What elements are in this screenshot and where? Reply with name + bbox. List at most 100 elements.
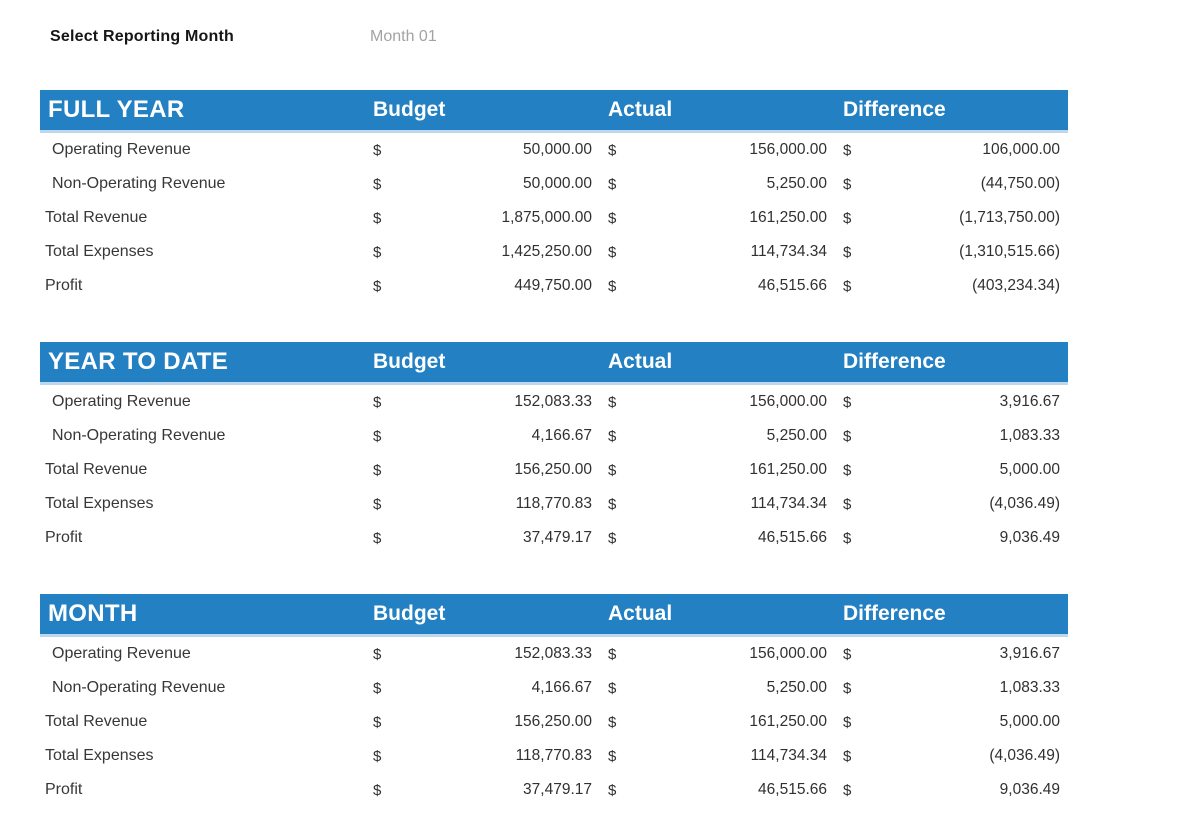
dollar-sign: $ — [843, 495, 852, 513]
budget-cell[interactable]: $ 1,875,000.00 — [373, 209, 608, 227]
actual-cell[interactable]: $ 114,734.34 — [608, 495, 843, 513]
dollar-sign: $ — [608, 427, 617, 445]
dollar-sign: $ — [843, 529, 852, 547]
actual-cell[interactable]: $ 156,000.00 — [608, 393, 843, 411]
budget-amount: 152,083.33 — [514, 393, 592, 410]
actual-amount: 5,250.00 — [766, 679, 827, 696]
dollar-sign: $ — [373, 747, 382, 765]
dollar-sign: $ — [843, 781, 852, 799]
budget-cell[interactable]: $ 50,000.00 — [373, 175, 608, 193]
budget-cell[interactable]: $ 156,250.00 — [373, 461, 608, 479]
actual-cell[interactable]: $ 156,000.00 — [608, 141, 843, 159]
difference-cell[interactable]: $ (1,713,750.00) — [843, 209, 1068, 227]
dollar-sign: $ — [608, 713, 617, 731]
actual-cell[interactable]: $ 5,250.00 — [608, 679, 843, 697]
actual-cell[interactable]: $ 114,734.34 — [608, 747, 843, 765]
difference-cell[interactable]: $ 3,916.67 — [843, 393, 1068, 411]
table-month: MONTH Budget Actual Difference Operating… — [40, 594, 1068, 807]
budget-amount: 156,250.00 — [514, 461, 592, 478]
budget-cell[interactable]: $ 4,166.67 — [373, 679, 608, 697]
actual-cell[interactable]: $ 46,515.66 — [608, 781, 843, 799]
table-row: Total Expenses $ 1,425,250.00 $ 114,734.… — [40, 235, 1068, 269]
budget-amount: 449,750.00 — [514, 277, 592, 294]
difference-cell[interactable]: $ 5,000.00 — [843, 713, 1068, 731]
difference-cell[interactable]: $ (4,036.49) — [843, 747, 1068, 765]
actual-cell[interactable]: $ 5,250.00 — [608, 427, 843, 445]
column-header-budget: Budget — [373, 98, 446, 121]
budget-cell[interactable]: $ 152,083.33 — [373, 393, 608, 411]
actual-cell[interactable]: $ 161,250.00 — [608, 713, 843, 731]
difference-cell[interactable]: $ (1,310,515.66) — [843, 243, 1068, 261]
budget-cell[interactable]: $ 152,083.33 — [373, 645, 608, 663]
actual-amount: 114,734.34 — [750, 495, 827, 512]
dollar-sign: $ — [608, 393, 617, 411]
table-row: Non-Operating Revenue $ 4,166.67 $ 5,250… — [40, 671, 1068, 705]
row-label: Total Expenses — [45, 495, 154, 512]
dollar-sign: $ — [608, 277, 617, 295]
budget-cell[interactable]: $ 37,479.17 — [373, 529, 608, 547]
column-header-actual: Actual — [608, 350, 673, 373]
dollar-sign: $ — [373, 209, 382, 227]
row-label: Profit — [45, 529, 83, 546]
table-row: Non-Operating Revenue $ 4,166.67 $ 5,250… — [40, 419, 1068, 453]
actual-cell[interactable]: $ 161,250.00 — [608, 461, 843, 479]
budget-cell[interactable]: $ 118,770.83 — [373, 747, 608, 765]
difference-cell[interactable]: $ (403,234.34) — [843, 277, 1068, 295]
actual-cell[interactable]: $ 156,000.00 — [608, 645, 843, 663]
table-title: YEAR TO DATE — [48, 348, 229, 375]
budget-cell[interactable]: $ 1,425,250.00 — [373, 243, 608, 261]
budget-cell[interactable]: $ 449,750.00 — [373, 277, 608, 295]
actual-cell[interactable]: $ 46,515.66 — [608, 277, 843, 295]
actual-cell[interactable]: $ 46,515.66 — [608, 529, 843, 547]
actual-amount: 161,250.00 — [749, 209, 827, 226]
dollar-sign: $ — [608, 781, 617, 799]
budget-amount: 4,166.67 — [531, 427, 592, 444]
actual-amount: 46,515.66 — [758, 529, 827, 546]
difference-cell[interactable]: $ 9,036.49 — [843, 529, 1068, 547]
table-row: Non-Operating Revenue $ 50,000.00 $ 5,25… — [40, 167, 1068, 201]
difference-cell[interactable]: $ (4,036.49) — [843, 495, 1068, 513]
table-row: Profit $ 37,479.17 $ 46,515.66 $ 9,036.4… — [40, 773, 1068, 807]
dollar-sign: $ — [843, 427, 852, 445]
budget-cell[interactable]: $ 50,000.00 — [373, 141, 608, 159]
difference-cell[interactable]: $ 9,036.49 — [843, 781, 1068, 799]
difference-amount: (4,036.49) — [989, 747, 1060, 764]
dollar-sign: $ — [608, 243, 617, 261]
difference-cell[interactable]: $ (44,750.00) — [843, 175, 1068, 193]
dollar-sign: $ — [843, 277, 852, 295]
budget-cell[interactable]: $ 4,166.67 — [373, 427, 608, 445]
dollar-sign: $ — [373, 713, 382, 731]
table-row: Operating Revenue $ 152,083.33 $ 156,000… — [40, 385, 1068, 419]
actual-cell[interactable]: $ 5,250.00 — [608, 175, 843, 193]
budget-cell[interactable]: $ 37,479.17 — [373, 781, 608, 799]
actual-amount: 46,515.66 — [758, 277, 827, 294]
dollar-sign: $ — [373, 495, 382, 513]
actual-cell[interactable]: $ 114,734.34 — [608, 243, 843, 261]
table-row: Profit $ 449,750.00 $ 46,515.66 $ (403,2… — [40, 269, 1068, 303]
difference-cell[interactable]: $ 1,083.33 — [843, 427, 1068, 445]
difference-cell[interactable]: $ 5,000.00 — [843, 461, 1068, 479]
dollar-sign: $ — [843, 645, 852, 663]
budget-amount: 152,083.33 — [514, 645, 592, 662]
actual-cell[interactable]: $ 161,250.00 — [608, 209, 843, 227]
difference-cell[interactable]: $ 3,916.67 — [843, 645, 1068, 663]
dollar-sign: $ — [843, 679, 852, 697]
actual-amount: 156,000.00 — [749, 393, 827, 410]
dollar-sign: $ — [843, 713, 852, 731]
column-header-budget: Budget — [373, 602, 446, 625]
budget-cell[interactable]: $ 118,770.83 — [373, 495, 608, 513]
row-label: Non-Operating Revenue — [52, 679, 226, 696]
dollar-sign: $ — [843, 461, 852, 479]
table-header: YEAR TO DATE Budget Actual Difference — [40, 342, 1068, 385]
difference-amount: (1,713,750.00) — [959, 209, 1060, 226]
dollar-sign: $ — [608, 529, 617, 547]
row-label: Operating Revenue — [52, 141, 191, 158]
dollar-sign: $ — [843, 243, 852, 261]
difference-amount: 3,916.67 — [999, 393, 1060, 410]
difference-cell[interactable]: $ 1,083.33 — [843, 679, 1068, 697]
budget-amount: 4,166.67 — [531, 679, 592, 696]
difference-cell[interactable]: $ 106,000.00 — [843, 141, 1068, 159]
reporting-month-select[interactable]: Month 01 — [370, 28, 437, 45]
budget-cell[interactable]: $ 156,250.00 — [373, 713, 608, 731]
difference-amount: (403,234.34) — [972, 277, 1060, 294]
